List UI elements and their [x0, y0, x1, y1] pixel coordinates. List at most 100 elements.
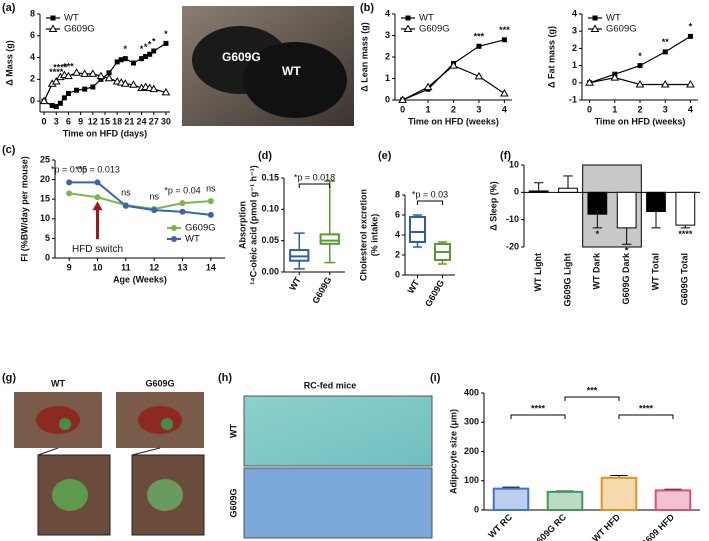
x-tick-label: 3 [476, 104, 481, 114]
marker [398, 95, 408, 103]
y-tick-label: 10 [40, 213, 50, 223]
significance: * [689, 22, 693, 32]
y-tick-label: 20 [40, 174, 50, 184]
significance: *** [499, 25, 510, 35]
marker [49, 102, 55, 108]
marker [82, 86, 88, 92]
marker [474, 71, 484, 80]
marker [94, 179, 101, 186]
significance: * [596, 229, 600, 239]
bar [654, 489, 692, 511]
y-tick-label: 2 [572, 43, 577, 53]
marker [139, 56, 145, 62]
x-axis-label: Time on HFD (weeks) [595, 116, 686, 126]
bracket [510, 414, 566, 419]
y-tick-label: 0.05 [261, 235, 279, 245]
y-tick-label: 0 [385, 94, 390, 104]
x-tick-label: 1 [612, 104, 617, 114]
marker [80, 69, 90, 77]
x-tick-label: 12 [88, 116, 98, 126]
x-axis-label: Time on HFD (days) [63, 128, 147, 138]
legend-marker [171, 236, 177, 242]
y-tick-label: 10 [509, 159, 519, 169]
x-tick-label: 21 [124, 116, 134, 126]
y-tick-label: 400 [464, 387, 479, 397]
marker [660, 80, 670, 88]
annotation: **p = 0.013 [75, 165, 120, 175]
y-tick-label: 4 [30, 52, 35, 62]
y-axis-label: Δ Sleep (%) [488, 181, 498, 230]
legend-label: G609G [606, 24, 637, 35]
x-tick-label: 2 [451, 104, 456, 114]
y-tick-label: 4 [572, 8, 577, 18]
photo-label: G609G [222, 50, 261, 64]
photo-label: G609G [228, 488, 238, 517]
marker [61, 95, 67, 101]
legend-marker [592, 15, 598, 21]
y-tick-label: 2 [30, 74, 35, 84]
marker [163, 40, 169, 46]
annotation: ns [121, 187, 131, 197]
line [402, 64, 505, 101]
x-tick-label: G609 HFD [639, 512, 677, 541]
line [69, 192, 211, 211]
y-tick-label: 8 [395, 189, 400, 199]
legend-label: WT [64, 13, 79, 24]
arrow-label: HFD switch [72, 244, 123, 255]
x-tick-label: 18 [112, 116, 122, 126]
x-tick-label: 30 [161, 116, 171, 126]
y-tick-label: 5 [45, 233, 50, 243]
significance: * [625, 246, 629, 256]
x-tick-label: 4 [688, 104, 693, 114]
marker [179, 200, 186, 207]
marker [64, 71, 73, 80]
x-tick-label: WT RC [486, 512, 514, 540]
marker [53, 104, 59, 110]
y-tick-label: 0 [572, 77, 577, 87]
y-axis-label: Δ Mass (g) [4, 40, 14, 85]
x-tick-label: G609G Light [562, 253, 572, 307]
panel-label: (f) [500, 150, 511, 162]
x-tick-label: 0 [42, 116, 47, 126]
panel-label: (g) [2, 372, 16, 384]
marker [129, 80, 138, 88]
y-tick-label: 0.00 [261, 266, 279, 276]
y-tick-label: 6 [395, 209, 400, 219]
y-tick-label: -10 [506, 214, 519, 224]
x-tick-label: G609G [310, 275, 333, 305]
x-tick-label: 14 [206, 262, 216, 272]
bar [587, 191, 608, 215]
marker [94, 194, 101, 201]
bracket-label: *p = 0.03 [412, 189, 448, 199]
annotation: *p = 0.05 [51, 165, 87, 175]
photo-histology: RC-fed mice WT G609G [228, 380, 433, 539]
y-tick-label: 3 [385, 30, 390, 40]
bracket [298, 183, 331, 188]
y-tick-label: 0.15 [261, 172, 279, 182]
marker [118, 57, 124, 63]
marker [74, 87, 80, 93]
photo-dissection: WT G609G [14, 378, 205, 536]
y-tick-label: 1 [385, 73, 390, 83]
marker [687, 33, 693, 39]
marker [476, 43, 482, 49]
significance: *** [63, 61, 74, 71]
marker [686, 80, 695, 88]
bracket [618, 414, 674, 419]
marker [98, 76, 104, 82]
x-axis-label: Time on HFD (weeks) [408, 116, 499, 126]
y-tick-label: 0 [30, 95, 35, 105]
y-tick-label: 0 [45, 252, 50, 262]
bracket-label: **** [531, 403, 546, 413]
marker [423, 82, 433, 91]
x-tick-label: 1 [426, 104, 431, 114]
y-tick-label: 300 [464, 417, 479, 427]
y-tick-label: 8 [30, 8, 35, 18]
photo-label: G609G [145, 378, 174, 388]
x-tick-label: G609G [423, 278, 446, 308]
legend-marker [590, 24, 600, 32]
x-tick-label: 3 [663, 104, 668, 114]
x-tick-label: 3 [54, 116, 59, 126]
y-tick-label: 4 [395, 229, 400, 239]
panel-label: (a) [2, 2, 16, 14]
